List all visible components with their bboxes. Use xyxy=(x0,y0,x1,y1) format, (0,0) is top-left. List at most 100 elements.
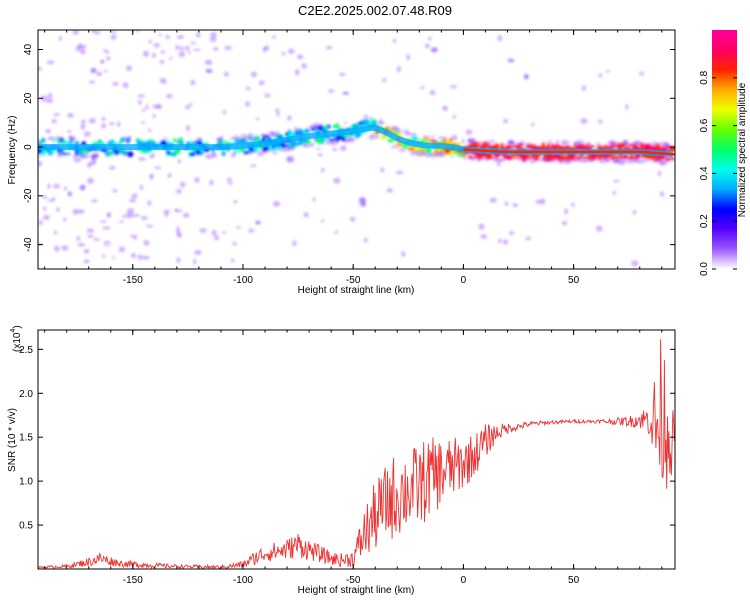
spectrogram-cell xyxy=(145,230,151,237)
spectrogram-cell xyxy=(205,68,213,73)
spectrogram-cell xyxy=(378,121,386,125)
spectrogram-cell xyxy=(395,170,404,175)
spectrogram-cell xyxy=(316,147,320,150)
spectrogram-cell xyxy=(312,211,318,218)
spectrogram-cell xyxy=(72,155,79,158)
spectrogram-cell xyxy=(122,82,129,89)
spectrogram-cell xyxy=(522,142,531,146)
spectrogram-cell xyxy=(108,166,116,170)
spectrogram-cell xyxy=(81,119,86,124)
spectrogram-cell xyxy=(96,71,103,77)
spectrogram-cell xyxy=(51,197,56,200)
spectrogram-cell xyxy=(289,180,296,185)
spectrogram-cell xyxy=(111,30,117,33)
spectrogram-cell xyxy=(320,93,327,97)
spectrogram-cell xyxy=(332,124,341,129)
spectrogram-cell xyxy=(393,38,397,44)
spectrogram-cell xyxy=(316,125,325,130)
spectrogram-cell xyxy=(149,138,155,142)
snr-panel: -150 -100 -50 0 50 0.5 1.0 1.5 2.0 2.5 Height of… xyxy=(7,325,676,596)
spectrogram-cell xyxy=(194,138,199,142)
spectrogram-cell xyxy=(91,199,99,203)
spectrogram-cell xyxy=(100,222,108,227)
y-tick-label: 2.0 xyxy=(19,389,33,400)
spectrogram-cell xyxy=(38,66,43,71)
spectrogram-cell xyxy=(69,136,77,142)
spectrogram-y-ticks: -40 -20 0 20 40 xyxy=(23,44,675,252)
spectrogram-cell xyxy=(272,200,281,207)
spectrogram-cell xyxy=(270,131,276,137)
spectrogram-cell xyxy=(47,136,55,140)
spectrogram-cell xyxy=(283,147,289,153)
spectrogram-cell xyxy=(639,142,645,148)
spectrogram-cell xyxy=(140,216,148,221)
spectrogram-cell xyxy=(525,236,531,241)
spectrogram-cell xyxy=(85,188,94,192)
spectrogram-cell xyxy=(304,128,310,134)
spectrogram-cell xyxy=(120,137,126,143)
spectrogram-cell xyxy=(507,145,514,150)
spectrogram-cell xyxy=(72,30,79,35)
spectrogram-cell xyxy=(165,93,173,99)
spectrogram-cell xyxy=(290,141,299,147)
spectrogram-cell xyxy=(445,79,451,83)
spectrogram-cell xyxy=(47,183,51,190)
spectrogram-cell xyxy=(531,128,539,133)
spectrogram-cell xyxy=(266,149,273,154)
y-tick-label: 0 xyxy=(23,144,34,150)
spectrogram-cell xyxy=(117,121,121,128)
spectrogram-cell xyxy=(122,214,126,219)
spectrogram-cell xyxy=(503,118,509,124)
spectrogram-cell xyxy=(572,144,578,147)
spectrogram-cell xyxy=(138,157,146,161)
spectrogram-cell xyxy=(191,141,198,145)
spectrogram-cell xyxy=(184,45,190,51)
spectrogram-cell xyxy=(301,63,307,69)
spectrogram-cell xyxy=(152,113,156,119)
spectrogram-cell xyxy=(338,192,344,198)
spectrogram-cell xyxy=(424,43,431,49)
spectrogram-cell xyxy=(236,134,245,138)
spectrogram-cell xyxy=(133,234,138,241)
spectrogram-cell xyxy=(292,240,297,247)
spectrogram-cell xyxy=(622,160,628,164)
colorbar-tick-label: 0.8 xyxy=(699,70,710,84)
spectrogram-cell xyxy=(81,237,86,243)
x-tick-label: 0 xyxy=(461,575,467,586)
spectrogram-cell xyxy=(485,140,490,144)
spectrogram-x-label: Height of straight line (km) xyxy=(298,285,415,296)
spectrogram-cell xyxy=(276,111,280,118)
snr-background xyxy=(38,330,675,569)
spectrogram-cell xyxy=(229,59,237,63)
spectrogram-cell xyxy=(404,149,409,154)
spectrogram-cell xyxy=(47,199,56,202)
spectrogram-cell xyxy=(287,145,296,151)
spectrogram-cell xyxy=(86,228,95,233)
spectrogram-cell xyxy=(42,215,51,220)
spectrogram-cell xyxy=(103,69,108,73)
spectrogram-cell xyxy=(256,150,265,157)
spectrogram-cell xyxy=(111,149,116,154)
spectrogram-cell xyxy=(134,219,141,225)
spectrogram-cell xyxy=(258,80,265,86)
spectrogram-cell xyxy=(419,152,427,156)
spectrogram-cell xyxy=(89,135,97,142)
spectrogram-cell xyxy=(46,60,55,65)
spectrogram-cell xyxy=(190,40,198,44)
spectrogram-cell xyxy=(315,138,322,143)
spectrogram-cell xyxy=(66,118,71,125)
spectrogram-cell xyxy=(244,101,251,107)
spectrogram-cell xyxy=(576,139,585,146)
spectrogram-cell xyxy=(614,159,621,163)
spectrogram-cell xyxy=(535,153,539,160)
spectrogram-cell xyxy=(489,179,496,186)
spectrogram-cell xyxy=(174,209,183,213)
spectrogram-cell xyxy=(122,202,126,209)
spectrogram-cell xyxy=(67,130,72,133)
spectrogram-cell xyxy=(322,125,328,131)
spectrogram-cell xyxy=(630,157,639,163)
spectrogram-cell xyxy=(597,155,602,162)
spectrogram-cell xyxy=(467,155,473,159)
spectrogram-cell xyxy=(549,139,557,146)
